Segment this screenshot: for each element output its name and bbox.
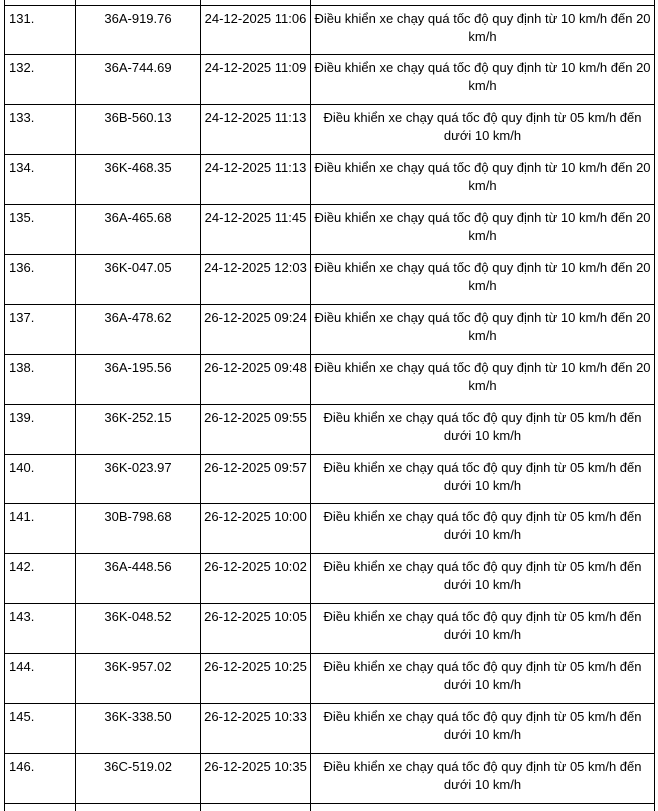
- datetime-cell: 24-12-2025 11:13: [200, 104, 311, 156]
- datetime-cell: 24-12-2025 11:06: [200, 4, 311, 56]
- row-index-cell: 146.: [4, 752, 76, 804]
- datetime-cell: 26-12-2025 10:33: [200, 702, 311, 754]
- plate-cell: 36K-957.02: [75, 653, 201, 704]
- violation-cell: Điều khiển xe chạy quá tốc độ quy định t…: [310, 503, 655, 555]
- datetime-cell: 26-12-2025 10:35: [200, 752, 311, 804]
- plate-cell: [75, 802, 201, 811]
- row-index-cell: 139.: [4, 403, 76, 455]
- row-index-cell: 133.: [4, 104, 76, 156]
- row-index-cell: 135.: [4, 204, 76, 255]
- table-row: 137. 36A-478.62 26-12-2025 09:24 Điều kh…: [4, 303, 655, 355]
- table-row: 131. 36A-919.76 24-12-2025 11:06 Điều kh…: [4, 4, 655, 56]
- violation-cell: Điều khiển xe chạy quá tốc độ quy định t…: [310, 603, 655, 655]
- datetime-cell: 26-12-2025 10:05: [200, 603, 311, 655]
- table-row: 139. 36K-252.15 26-12-2025 09:55 Điều kh…: [4, 403, 655, 455]
- datetime-cell: 24-12-2025 11:45: [200, 204, 311, 255]
- violation-cell: Điều khiển xe chạy quá tốc độ quy định t…: [310, 403, 655, 455]
- plate-cell: 36A-448.56: [75, 553, 201, 605]
- plate-cell: 36A-465.68: [75, 204, 201, 255]
- plate-cell: 36B-560.13: [75, 104, 201, 156]
- row-index-cell: 144.: [4, 653, 76, 704]
- table-row-partial-bottom: [4, 802, 655, 811]
- plate-cell: 36K-468.35: [75, 154, 201, 206]
- plate-cell: 36K-338.50: [75, 702, 201, 754]
- table-row: 136. 36K-047.05 24-12-2025 12:03 Điều kh…: [4, 253, 655, 305]
- violations-table: 131. 36A-919.76 24-12-2025 11:06 Điều kh…: [4, 0, 655, 811]
- violation-cell: Điều khiển xe chạy quá tốc độ quy định t…: [310, 204, 655, 255]
- violation-cell: Điều khiển xe chạy quá tốc độ quy định t…: [310, 154, 655, 206]
- row-index-cell: 140.: [4, 453, 76, 505]
- violation-cell: [310, 0, 655, 6]
- plate-cell: 36K-252.15: [75, 403, 201, 455]
- datetime-cell: 26-12-2025 10:00: [200, 503, 311, 555]
- table-row: 134. 36K-468.35 24-12-2025 11:13 Điều kh…: [4, 154, 655, 206]
- row-index-cell: 143.: [4, 603, 76, 655]
- row-index-cell: 131.: [4, 4, 76, 56]
- plate-cell: 36A-195.56: [75, 353, 201, 405]
- violation-cell: Điều khiển xe chạy quá tốc độ quy định t…: [310, 702, 655, 754]
- row-index-cell: 132.: [4, 54, 76, 106]
- table-row: 140. 36K-023.97 26-12-2025 09:57 Điều kh…: [4, 453, 655, 505]
- violation-cell: [310, 802, 655, 811]
- violations-table-body: 131. 36A-919.76 24-12-2025 11:06 Điều kh…: [4, 0, 655, 811]
- table-row: 133. 36B-560.13 24-12-2025 11:13 Điều kh…: [4, 104, 655, 156]
- datetime-cell: 26-12-2025 09:55: [200, 403, 311, 455]
- table-row: 135. 36A-465.68 24-12-2025 11:45 Điều kh…: [4, 204, 655, 255]
- plate-cell: 36K-047.05: [75, 253, 201, 305]
- datetime-cell: 26-12-2025 09:48: [200, 353, 311, 405]
- datetime-cell: [200, 802, 311, 811]
- datetime-cell: 26-12-2025 09:57: [200, 453, 311, 505]
- datetime-cell: 26-12-2025 09:24: [200, 303, 311, 355]
- plate-cell: 36A-478.62: [75, 303, 201, 355]
- datetime-cell: 24-12-2025 11:13: [200, 154, 311, 206]
- plate-cell: 36A-919.76: [75, 4, 201, 56]
- table-row: 146. 36C-519.02 26-12-2025 10:35 Điều kh…: [4, 752, 655, 804]
- violation-cell: Điều khiển xe chạy quá tốc độ quy định t…: [310, 253, 655, 305]
- violation-cell: Điều khiển xe chạy quá tốc độ quy định t…: [310, 104, 655, 156]
- datetime-cell: 24-12-2025 12:03: [200, 253, 311, 305]
- violation-cell: Điều khiển xe chạy quá tốc độ quy định t…: [310, 4, 655, 56]
- violation-cell: Điều khiển xe chạy quá tốc độ quy định t…: [310, 752, 655, 804]
- violation-cell: Điều khiển xe chạy quá tốc độ quy định t…: [310, 453, 655, 505]
- datetime-cell: 26-12-2025 10:02: [200, 553, 311, 605]
- violation-cell: Điều khiển xe chạy quá tốc độ quy định t…: [310, 653, 655, 704]
- table-row-partial-top: [4, 0, 655, 6]
- datetime-cell: 26-12-2025 10:25: [200, 653, 311, 704]
- row-index-cell: 141.: [4, 503, 76, 555]
- violation-cell: Điều khiển xe chạy quá tốc độ quy định t…: [310, 54, 655, 106]
- row-index-cell: 134.: [4, 154, 76, 206]
- violation-cell: Điều khiển xe chạy quá tốc độ quy định t…: [310, 353, 655, 405]
- datetime-cell: 24-12-2025 11:09: [200, 54, 311, 106]
- row-index-cell: 136.: [4, 253, 76, 305]
- table-row: 132. 36A-744.69 24-12-2025 11:09 Điều kh…: [4, 54, 655, 106]
- table-row: 138. 36A-195.56 26-12-2025 09:48 Điều kh…: [4, 353, 655, 405]
- row-index-cell: 142.: [4, 553, 76, 605]
- plate-cell: 36K-023.97: [75, 453, 201, 505]
- plate-cell: 36K-048.52: [75, 603, 201, 655]
- table-row: 143. 36K-048.52 26-12-2025 10:05 Điều kh…: [4, 603, 655, 655]
- row-index-cell: 138.: [4, 353, 76, 405]
- plate-cell: 36A-744.69: [75, 54, 201, 106]
- plate-cell: 36C-519.02: [75, 752, 201, 804]
- row-index-cell: 145.: [4, 702, 76, 754]
- table-row: 142. 36A-448.56 26-12-2025 10:02 Điều kh…: [4, 553, 655, 605]
- violation-cell: Điều khiển xe chạy quá tốc độ quy định t…: [310, 553, 655, 605]
- table-row: 145. 36K-338.50 26-12-2025 10:33 Điều kh…: [4, 702, 655, 754]
- row-index-cell: 137.: [4, 303, 76, 355]
- row-index-cell: [4, 802, 76, 811]
- plate-cell: 30B-798.68: [75, 503, 201, 555]
- violation-cell: Điều khiển xe chạy quá tốc độ quy định t…: [310, 303, 655, 355]
- table-row: 144. 36K-957.02 26-12-2025 10:25 Điều kh…: [4, 653, 655, 704]
- table-row: 141. 30B-798.68 26-12-2025 10:00 Điều kh…: [4, 503, 655, 555]
